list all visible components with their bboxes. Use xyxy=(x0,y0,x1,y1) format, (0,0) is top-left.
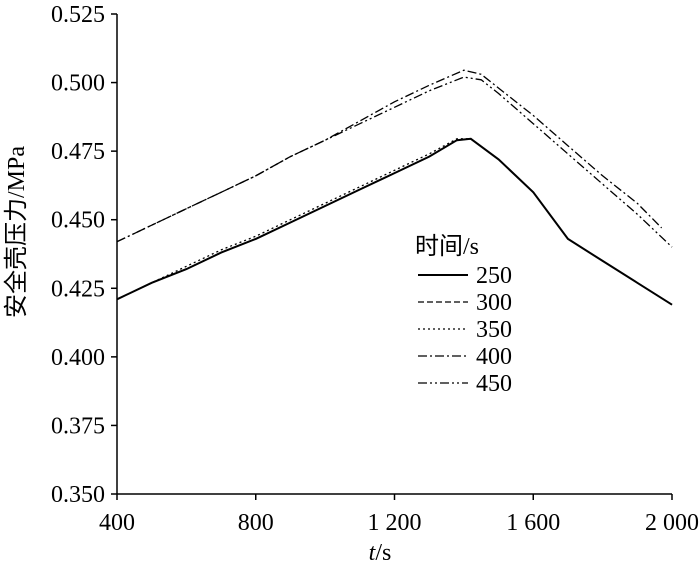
x-tick-label: 2 000 xyxy=(645,510,699,536)
x-axis-variable: t xyxy=(369,540,377,566)
y-tick-label: 0.425 xyxy=(51,276,105,302)
legend-label-350: 350 xyxy=(476,317,512,343)
series-line-400 xyxy=(116,69,663,243)
legend-label-300: 300 xyxy=(476,290,512,316)
legend-label-250: 250 xyxy=(476,263,512,289)
y-tick-label: 0.450 xyxy=(51,208,105,234)
y-tick-label: 0.350 xyxy=(51,482,105,508)
series-line-450 xyxy=(116,76,673,248)
x-axis-unit: /s xyxy=(375,540,391,566)
x-tick-label: 800 xyxy=(238,510,274,536)
legend-label-450: 450 xyxy=(476,371,512,397)
y-tick-label: 0.525 xyxy=(51,2,105,28)
legend-label-400: 400 xyxy=(476,344,512,370)
x-axis-title: t/s xyxy=(369,540,392,566)
y-axis-title: 安全壳压力/MPa xyxy=(3,146,30,318)
x-tick-label: 1 200 xyxy=(368,510,422,536)
series-line-350 xyxy=(116,138,673,306)
y-tick-label: 0.400 xyxy=(51,345,105,371)
x-tick-label: 1 600 xyxy=(506,510,560,536)
x-tick-label: 400 xyxy=(99,510,135,536)
y-tick-label: 0.375 xyxy=(51,413,105,439)
series-line-300 xyxy=(116,138,673,306)
legend-title: 时间/s xyxy=(415,233,479,260)
y-tick-label: 0.475 xyxy=(51,139,105,165)
plot-area xyxy=(116,69,673,306)
y-tick-label: 0.500 xyxy=(51,71,105,97)
axes: 0.350 0.375 0.400 0.425 0.450 0.475 0.500 0.525… xyxy=(51,2,699,536)
